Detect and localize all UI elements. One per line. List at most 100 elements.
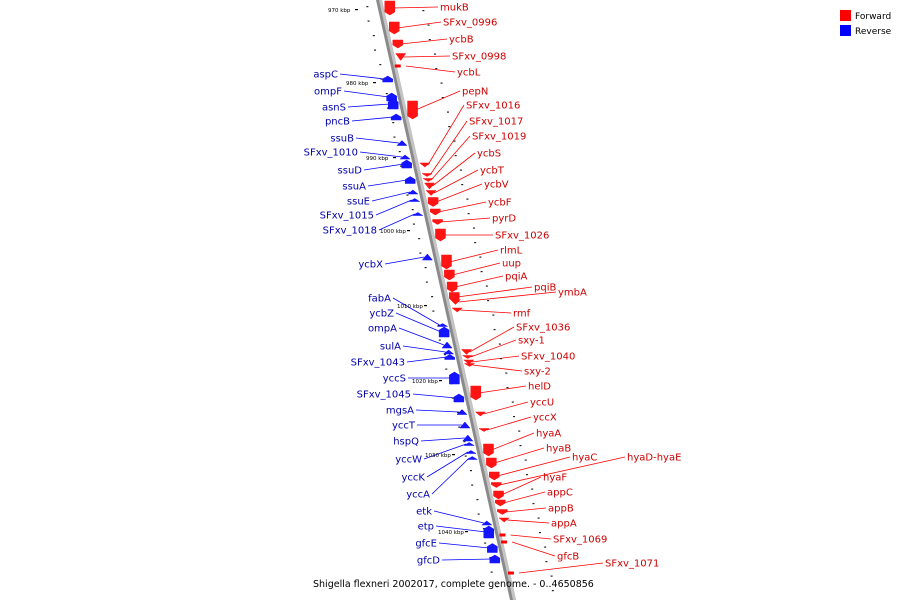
leader-line — [355, 137, 399, 144]
gene-feature — [495, 499, 506, 507]
gene-label: pqiB — [534, 283, 556, 294]
gene-label: aspC — [313, 70, 338, 81]
gene-feature — [489, 554, 501, 564]
gene-feature-highlight — [428, 197, 439, 207]
gene-feature — [453, 393, 465, 403]
leader-line — [510, 534, 552, 540]
gene-label: etk — [416, 507, 432, 518]
scale-tick — [538, 532, 541, 534]
scale-tick — [461, 184, 464, 186]
scale-tick — [519, 445, 522, 447]
gene-feature — [394, 64, 401, 68]
scale-tick — [492, 314, 495, 316]
gene-label: hspQ — [393, 437, 419, 448]
kbp-tick — [407, 230, 410, 232]
scale-tick — [484, 542, 487, 544]
kbp-tick — [424, 305, 427, 307]
gene-label: ycbS — [477, 149, 501, 160]
gene-feature-highlight — [453, 394, 464, 402]
gene-label: asnS — [322, 103, 346, 114]
gene-label: uup — [502, 259, 521, 270]
leader-line — [458, 291, 557, 303]
gene-feature — [456, 409, 468, 415]
gene-feature — [441, 254, 452, 270]
gene-label: SFxv_1045 — [357, 390, 411, 401]
scale-tick — [432, 310, 435, 312]
gene-label: pncB — [325, 117, 350, 128]
leader-line — [438, 201, 487, 213]
scale-tick — [525, 474, 528, 476]
leader-line — [378, 213, 415, 231]
gene-label: rlmL — [500, 246, 523, 257]
leader-line — [371, 191, 410, 202]
gene-feature — [444, 269, 455, 281]
gene-label: hyaA — [536, 429, 561, 440]
leader-line — [469, 326, 515, 353]
scale-tick — [440, 82, 443, 84]
scale-tick — [453, 140, 456, 142]
gene-feature — [421, 173, 433, 177]
gene-feature — [392, 39, 404, 49]
leader-line — [402, 345, 446, 353]
scale-tick — [424, 267, 427, 269]
kbp-labels: 970 kbp 980 kbp 990 kbp 1000 kbp 1010 kbp 102… — [328, 8, 468, 536]
kbp-label: 1030 kbp — [425, 453, 451, 459]
gene-feature-highlight — [467, 456, 478, 460]
kbp-label: 1010 kbp — [397, 304, 423, 310]
gene-feature-highlight — [405, 176, 416, 184]
gene-feature-highlight — [384, 1, 395, 15]
gene-feature-highlight — [396, 140, 407, 146]
gene-feature — [407, 100, 418, 120]
leader-line — [431, 457, 470, 495]
leader-line — [472, 364, 523, 372]
gene-feature-highlight — [483, 444, 494, 456]
scale-tick — [419, 252, 422, 254]
scale-tick — [437, 325, 440, 327]
legend-forward-swatch — [840, 10, 851, 21]
scale-tick — [444, 354, 447, 356]
gene-feature — [442, 349, 455, 355]
gene-feature — [463, 363, 476, 367]
legend-reverse-swatch — [840, 25, 851, 36]
leader-line — [415, 409, 460, 413]
scale-tick — [518, 430, 521, 432]
leader-line — [449, 249, 499, 263]
leader-line — [503, 491, 546, 504]
gene-feature-highlight — [419, 163, 430, 167]
gene-feature — [395, 53, 407, 61]
gene-label: ycbT — [480, 166, 505, 177]
gene-feature-highlight — [499, 518, 510, 522]
gene-feature-highlight — [489, 472, 500, 480]
scale-tick — [532, 503, 535, 505]
scale-tick — [456, 412, 459, 414]
gene-feature — [462, 434, 474, 442]
gene-label: SFxv_1015 — [320, 211, 374, 222]
leader-line — [363, 163, 404, 171]
gene-feature — [424, 182, 436, 190]
gene-label: sulA — [380, 342, 401, 353]
scale-tick — [379, 64, 382, 66]
scale-tick — [512, 416, 515, 418]
gene-feature — [498, 517, 510, 523]
scale-tick — [385, 93, 388, 95]
gene-feature — [470, 385, 482, 401]
gene-label: yccS — [383, 374, 406, 385]
gene-feature-highlight — [423, 178, 434, 182]
scale-tick — [550, 575, 553, 577]
scale-tick — [366, 6, 369, 8]
scale-tick — [467, 213, 470, 215]
leader-line — [435, 525, 486, 533]
scale-tick — [398, 151, 401, 153]
kbp-label: 1040 kbp — [438, 530, 464, 536]
legend-forward-label: Forward — [855, 12, 891, 22]
scale-tick — [480, 271, 483, 273]
kbp-label: 1020 kbp — [412, 379, 438, 385]
gene-label: SFxv_1040 — [521, 352, 575, 363]
gene-feature-highlight — [389, 22, 400, 34]
gene-feature — [430, 208, 441, 216]
gene-feature — [436, 323, 449, 327]
gene-label: SFxv_1010 — [304, 148, 358, 159]
gene-label: pepN — [462, 87, 488, 98]
gene-label: yccK — [402, 473, 426, 484]
leader-line — [460, 309, 512, 314]
